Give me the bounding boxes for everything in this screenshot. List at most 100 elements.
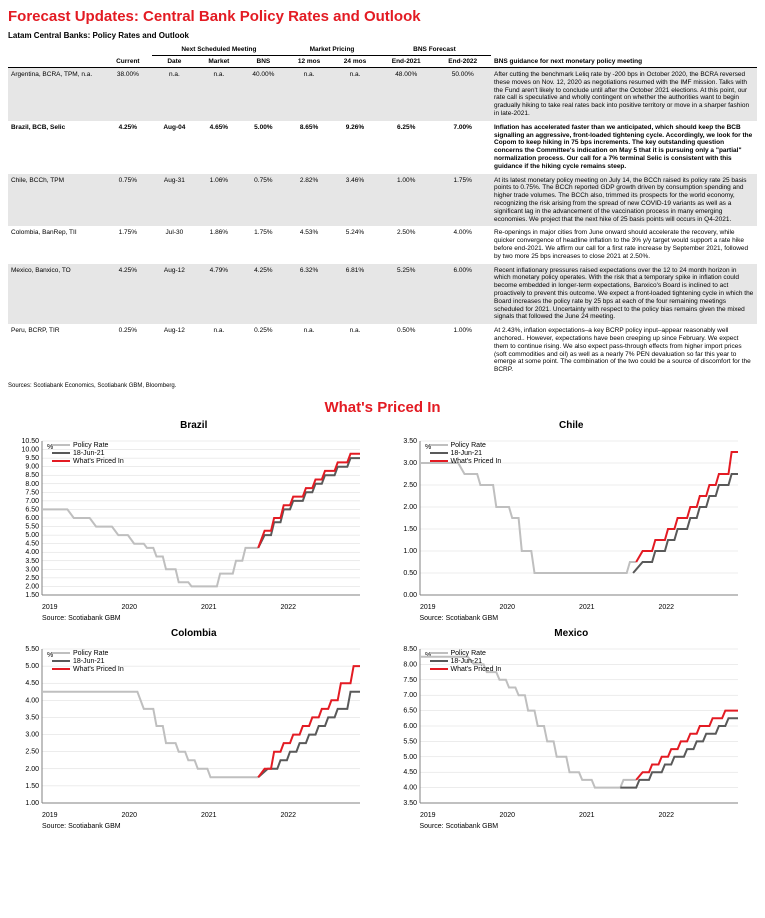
series-policy [420,657,636,788]
cell-current: 4.25% [104,121,152,174]
svg-text:6.00: 6.00 [25,515,39,522]
svg-text:6.50: 6.50 [25,506,39,513]
svg-text:3.00: 3.00 [25,731,39,738]
series-priced [258,666,360,777]
cell-current: 0.25% [104,324,152,377]
cell-guidance: After cutting the benchmark Leliq rate b… [491,68,757,121]
svg-text:9.50: 9.50 [25,455,39,462]
svg-text:5.00: 5.00 [25,532,39,539]
col-end2022: End-2022 [434,56,491,68]
legend-label: What's Priced In [451,666,502,673]
cell-guidance: At its latest monetary policy meeting on… [491,174,757,227]
svg-text:4.00: 4.00 [403,784,417,791]
cell-date: Aug-31 [152,174,197,227]
svg-text:4.00: 4.00 [25,549,39,556]
cell-m12: 6.32% [286,264,332,325]
svg-text:2021: 2021 [579,812,595,819]
cell-m12: 4.53% [286,226,332,263]
rates-table: Next Scheduled Meeting Market Pricing BN… [8,44,757,377]
svg-text:2020: 2020 [122,812,138,819]
legend-label: Policy Rate [451,442,486,449]
cell-date: Aug-12 [152,264,197,325]
cell-date: Jul-30 [152,226,197,263]
chart-title: Mexico [386,628,758,639]
cell-market: 4.79% [197,264,241,325]
svg-text:7.50: 7.50 [25,489,39,496]
legend-item-jun21: 18-Jun-21 [52,450,124,457]
cell-market: n.a. [197,68,241,121]
svg-text:1.50: 1.50 [25,783,39,790]
cell-current: 1.75% [104,226,152,263]
col-12mos: 12 mos [286,56,332,68]
cell-m24: 5.24% [332,226,378,263]
legend-line-icon [52,460,70,462]
svg-text:5.50: 5.50 [25,523,39,530]
cell-end2021: 1.00% [378,174,434,227]
svg-text:2020: 2020 [499,812,515,819]
cell-m24: n.a. [332,324,378,377]
cell-end2022: 1.00% [434,324,491,377]
chart-legend: Policy Rate18-Jun-21What's Priced In [430,650,502,674]
legend-item-policy: Policy Rate [52,650,124,657]
svg-text:3.50: 3.50 [403,800,417,807]
col-guidance: BNS guidance for next monetary policy me… [491,56,757,68]
legend-item-policy: Policy Rate [430,442,502,449]
cell-end2021: 48.00% [378,68,434,121]
col-market-pricing: Market Pricing [286,44,378,56]
chart-legend: Policy Rate18-Jun-21What's Priced In [430,442,502,466]
chart-brazil: Brazil1.502.002.503.003.504.004.505.005.… [8,420,380,622]
legend-label: What's Priced In [451,458,502,465]
svg-text:2020: 2020 [499,604,515,611]
cell-bns: 4.25% [241,264,286,325]
svg-text:8.00: 8.00 [25,481,39,488]
cell-bns: 40.00% [241,68,286,121]
legend-line-icon [52,660,70,662]
series-priced [636,710,738,779]
cell-m24: 9.26% [332,121,378,174]
col-bns-forecast: BNS Forecast [378,44,491,56]
cell-current: 0.75% [104,174,152,227]
cell-end2022: 4.00% [434,226,491,263]
svg-text:4.50: 4.50 [403,769,417,776]
chart-chile: Chile0.000.501.001.502.002.503.003.50%20… [386,420,758,622]
legend-label: 18-Jun-21 [451,450,483,457]
cell-bns: 5.00% [241,121,286,174]
legend-item-priced: What's Priced In [52,458,124,465]
svg-text:2019: 2019 [420,604,436,611]
svg-text:7.00: 7.00 [25,498,39,505]
svg-text:2021: 2021 [579,604,595,611]
chart-source: Source: Scotiabank GBM [420,615,758,622]
legend-label: Policy Rate [451,650,486,657]
cell-m12: 8.65% [286,121,332,174]
table-row: Peru, BCRP, TIR0.25%Aug-12n.a.0.25%n.a.n… [8,324,757,377]
chart-colombia: Colombia1.001.502.002.503.003.504.004.50… [8,628,380,830]
series-policy [42,509,258,586]
col-end2021: End-2021 [378,56,434,68]
cell-current: 38.00% [104,68,152,121]
cell-name: Colombia, BanRep, TII [8,226,104,263]
svg-text:9.00: 9.00 [25,464,39,471]
cell-m12: 2.82% [286,174,332,227]
chart-source: Source: Scotiabank GBM [42,615,380,622]
svg-text:2.00: 2.00 [25,583,39,590]
svg-text:3.50: 3.50 [403,438,417,445]
svg-text:0.00: 0.00 [403,592,417,599]
legend-line-icon [52,452,70,454]
col-current: Current [104,56,152,68]
legend-line-icon [52,652,70,654]
svg-text:2019: 2019 [42,812,58,819]
legend-label: What's Priced In [73,666,124,673]
svg-text:2022: 2022 [658,604,674,611]
legend-label: Policy Rate [73,442,108,449]
svg-text:2022: 2022 [281,604,297,611]
legend-item-jun21: 18-Jun-21 [430,658,502,665]
svg-text:10.50: 10.50 [21,438,39,445]
legend-label: What's Priced In [73,458,124,465]
svg-text:4.50: 4.50 [25,541,39,548]
cell-end2022: 1.75% [434,174,491,227]
cell-end2021: 2.50% [378,226,434,263]
cell-end2021: 0.50% [378,324,434,377]
cell-date: Aug-04 [152,121,197,174]
legend-item-priced: What's Priced In [52,666,124,673]
svg-text:2.50: 2.50 [25,575,39,582]
